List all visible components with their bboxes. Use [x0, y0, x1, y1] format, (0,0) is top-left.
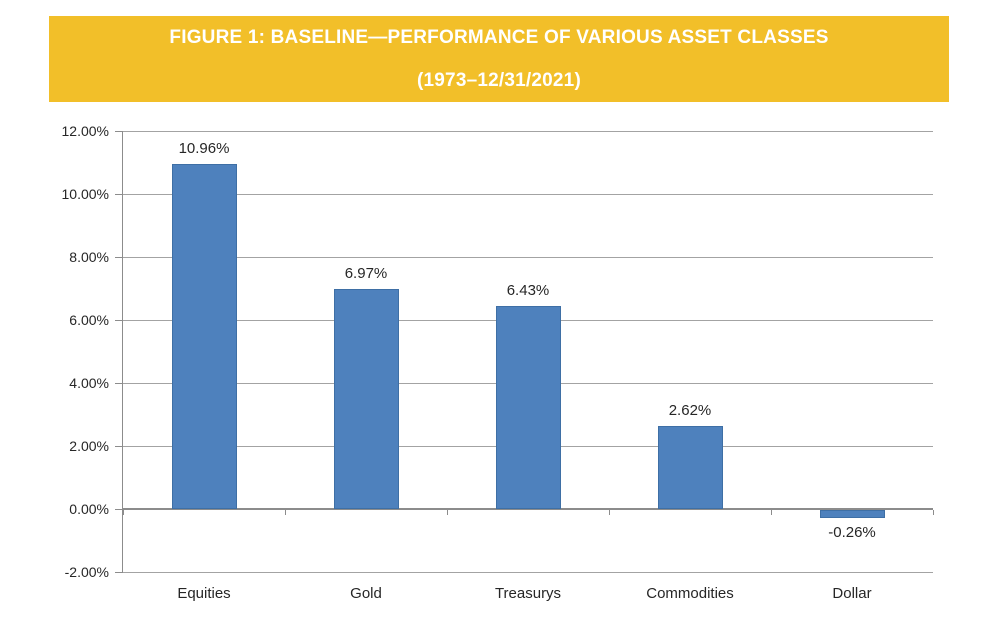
y-axis-tick-label: 0.00% — [69, 501, 109, 517]
figure-title-line1: FIGURE 1: BASELINE—PERFORMANCE OF VARIOU… — [169, 27, 829, 48]
y-axis-line — [122, 131, 123, 572]
x-axis-tick — [771, 510, 772, 515]
bar-dollar — [820, 510, 885, 518]
x-axis-tick — [123, 510, 124, 515]
figure-title-banner: FIGURE 1: BASELINE—PERFORMANCE OF VARIOU… — [49, 16, 949, 102]
bar-value-label: -0.26% — [828, 524, 876, 541]
x-axis-category-label: Commodities — [646, 585, 734, 602]
x-axis-tick — [933, 510, 934, 515]
x-axis-tick — [609, 510, 610, 515]
y-axis-tick — [115, 131, 123, 132]
x-axis-tick — [285, 510, 286, 515]
y-axis-tick-label: 10.00% — [61, 186, 109, 202]
gridline — [123, 194, 933, 195]
x-axis-category-label: Dollar — [832, 585, 872, 602]
bar-gold — [334, 289, 399, 509]
gridline — [123, 572, 933, 573]
bar-value-label: 10.96% — [178, 140, 230, 157]
y-axis-tick-label: 4.00% — [69, 375, 109, 391]
bar-commodities — [658, 426, 723, 509]
x-axis-tick — [447, 510, 448, 515]
y-axis-tick — [115, 446, 123, 447]
y-axis-tick — [115, 572, 123, 573]
zero-gridline — [123, 508, 933, 510]
y-axis-tick-label: 12.00% — [61, 123, 109, 139]
y-axis-tick — [115, 257, 123, 258]
x-axis-category-label: Treasurys — [494, 585, 562, 602]
figure-title-line2: (1973–12/31/2021) — [417, 70, 581, 91]
bar-treasurys — [496, 306, 561, 509]
y-axis-tick-label: 6.00% — [69, 312, 109, 328]
y-axis-tick — [115, 383, 123, 384]
y-axis-tick — [115, 509, 123, 510]
gridline — [123, 257, 933, 258]
x-axis-category-label: Equities — [177, 585, 231, 602]
bar-value-label: 6.97% — [344, 265, 388, 282]
bar-equities — [172, 164, 237, 509]
y-axis-tick — [115, 320, 123, 321]
bar-value-label: 6.43% — [506, 282, 550, 299]
y-axis-tick — [115, 194, 123, 195]
gridline — [123, 131, 933, 132]
bar-value-label: 2.62% — [668, 402, 712, 419]
y-axis-tick-label: 2.00% — [69, 438, 109, 454]
y-axis-tick-label: -2.00% — [64, 564, 109, 580]
y-axis-tick-label: 8.00% — [69, 249, 109, 265]
x-axis-category-label: Gold — [350, 585, 382, 602]
